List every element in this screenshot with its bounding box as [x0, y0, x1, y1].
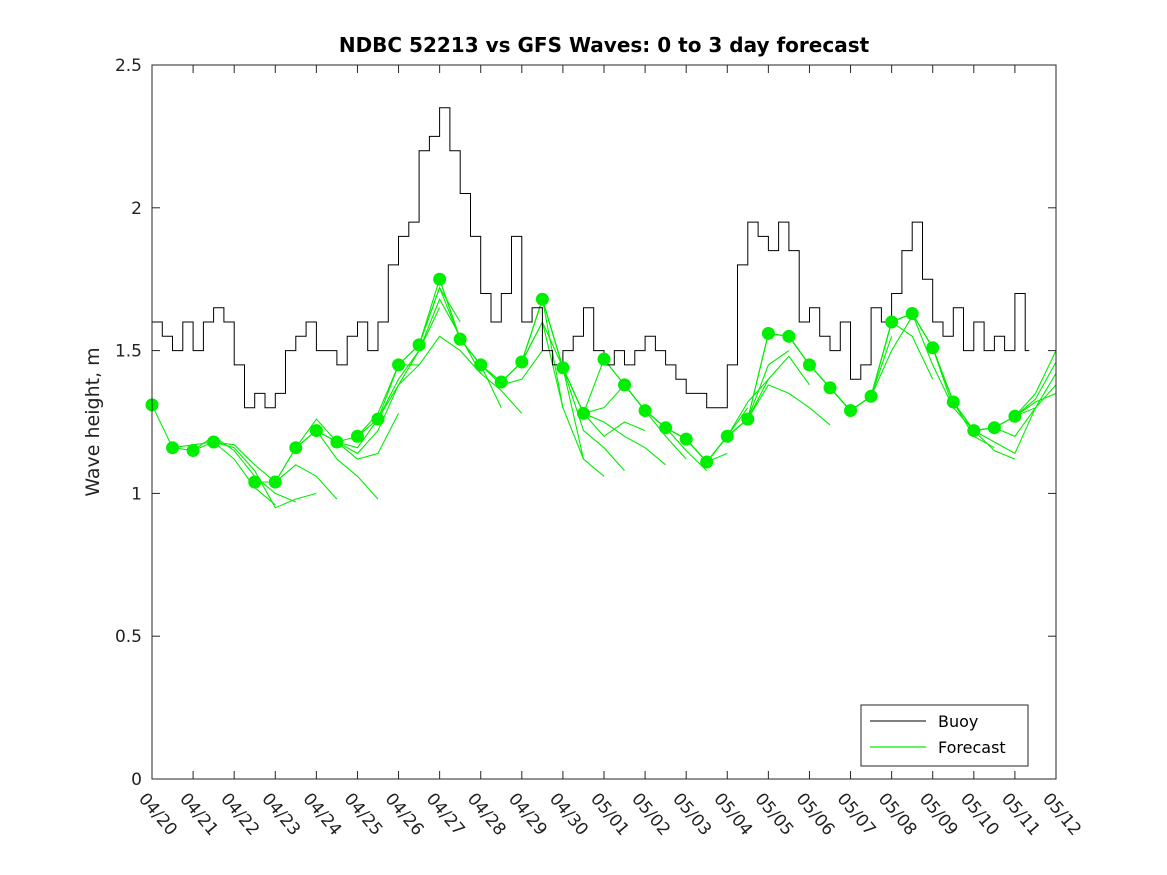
forecast-marker: [186, 444, 200, 458]
x-tick-label: 05/09: [915, 789, 962, 839]
y-tick-label: 1.5: [115, 342, 142, 362]
legend-box: [860, 704, 1029, 767]
forecast-marker: [494, 375, 508, 389]
x-tick-label: 05/04: [709, 789, 756, 839]
x-tick-label: 05/11: [997, 789, 1044, 839]
legend-forecast-label: Forecast: [938, 738, 1006, 757]
x-tick-label: 04/30: [545, 789, 592, 839]
x-tick-label: 04/28: [463, 789, 510, 839]
legend-buoy-label: Buoy: [938, 712, 978, 731]
forecast-marker: [515, 355, 529, 369]
forecast-marker: [412, 338, 426, 352]
x-tick-label: 04/21: [175, 789, 222, 839]
forecast-marker: [802, 358, 816, 372]
forecast-marker: [392, 358, 406, 372]
x-tick-label: 04/29: [504, 789, 551, 839]
forecast-marker: [720, 429, 734, 443]
forecast-markers: [145, 272, 1022, 489]
forecast-marker: [905, 306, 919, 320]
forecast-marker: [618, 378, 632, 392]
x-tick-label: 05/12: [1038, 789, 1085, 839]
x-tick-label: 04/22: [216, 789, 263, 839]
forecast-marker: [987, 421, 1001, 435]
forecast-marker: [576, 406, 590, 420]
forecast-marker: [782, 329, 796, 343]
forecast-marker: [926, 341, 940, 355]
x-tick-label: 05/08: [874, 789, 921, 839]
forecast-marker: [741, 412, 755, 426]
forecast-marker: [885, 315, 899, 329]
forecast-marker: [535, 292, 549, 306]
forecast-marker: [679, 432, 693, 446]
forecast-marker: [761, 326, 775, 340]
x-tick-label: 05/06: [792, 789, 839, 839]
forecast-marker: [166, 441, 180, 455]
forecast-run-line: [398, 335, 523, 414]
forecast-run-line: [994, 384, 1057, 429]
forecast-marker: [844, 404, 858, 418]
forecast-marker: [1008, 409, 1022, 423]
y-tick-label: 0: [131, 770, 142, 790]
forecast-marker: [289, 441, 303, 455]
forecast-marker: [371, 412, 385, 426]
y-axis-label: Wave height, m: [82, 347, 104, 496]
x-tick-label: 05/10: [956, 789, 1003, 839]
forecast-marker: [700, 455, 714, 469]
x-tick-label: 05/02: [627, 789, 674, 839]
x-tick-label: 04/25: [340, 789, 387, 839]
forecast-marker: [268, 475, 282, 489]
y-tick-label: 2: [131, 199, 142, 219]
x-tick-label: 04/24: [299, 789, 346, 839]
x-tick-label: 05/01: [586, 789, 633, 839]
forecast-marker: [946, 395, 960, 409]
x-tick-label: 04/27: [422, 789, 469, 839]
forecast-marker: [474, 358, 488, 372]
x-tick-label: 05/03: [668, 789, 715, 839]
x-tick-label: 04/26: [381, 789, 428, 839]
forecast-marker: [638, 404, 652, 418]
y-tick-label: 0.5: [115, 627, 142, 647]
forecast-marker: [823, 381, 837, 395]
y-axis: 0 0.5 1 1.5 2 2.5: [115, 56, 1056, 790]
forecast-marker: [659, 421, 673, 435]
x-tick-label: 05/05: [751, 789, 798, 839]
y-tick-label: 1: [131, 484, 142, 504]
forecast-marker: [350, 429, 364, 443]
forecast-marker: [967, 424, 981, 438]
x-tick-label: 04/23: [257, 789, 304, 839]
forecast-marker: [207, 435, 221, 449]
x-tick-label: 04/20: [134, 789, 181, 839]
y-tick-label: 2.5: [115, 56, 142, 76]
forecast-marker: [597, 352, 611, 366]
legend: Buoy Forecast: [860, 704, 1029, 767]
chart-title: NDBC 52213 vs GFS Waves: 0 to 3 day fore…: [339, 33, 870, 57]
forecast-run-line: [1014, 392, 1057, 417]
forecast-marker: [433, 272, 447, 286]
x-tick-label: 05/07: [833, 789, 880, 839]
forecast-marker: [309, 424, 323, 438]
forecast-marker: [453, 332, 467, 346]
forecast-marker: [864, 389, 878, 403]
forecast-marker: [556, 361, 570, 375]
forecast-marker: [330, 435, 344, 449]
forecast-marker: [248, 475, 262, 489]
